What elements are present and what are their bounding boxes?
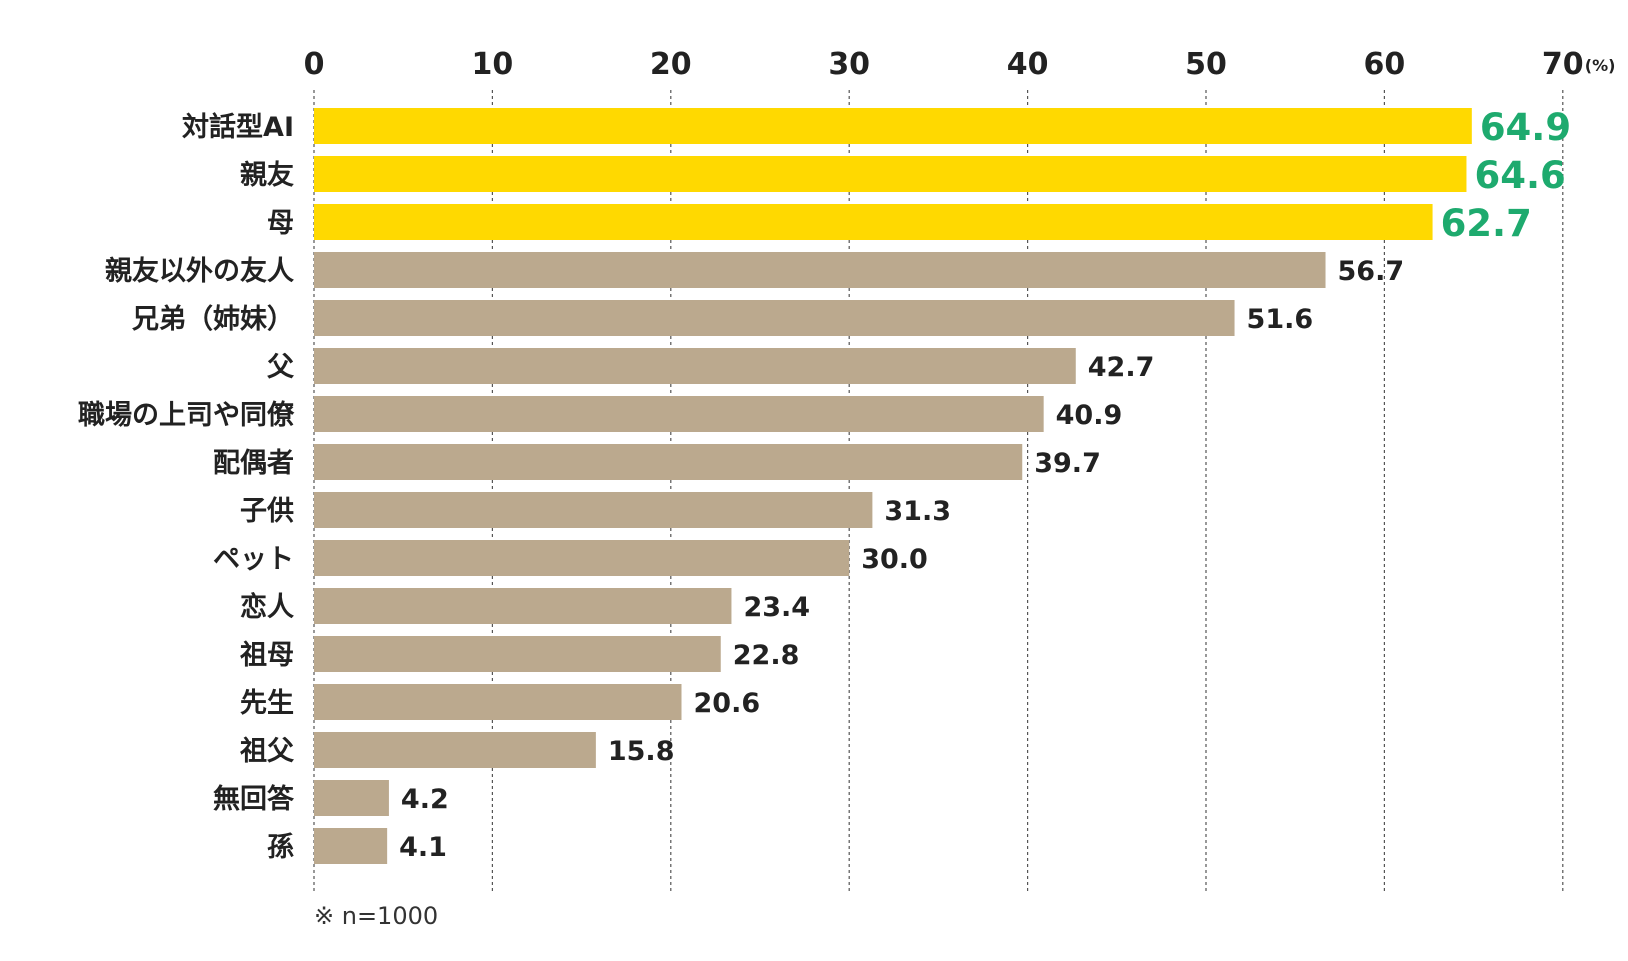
value-label: 64.6 bbox=[1474, 154, 1565, 197]
x-tick-label: 60 bbox=[1364, 47, 1406, 82]
x-tick-label: 30 bbox=[828, 47, 870, 82]
category-label: 無回答 bbox=[213, 783, 295, 815]
value-label: 15.8 bbox=[608, 736, 675, 767]
category-label: 職場の上司や同僚 bbox=[78, 400, 295, 431]
x-tick-label: 40 bbox=[1007, 47, 1049, 82]
bar bbox=[314, 444, 1023, 480]
bar bbox=[314, 588, 732, 624]
value-label: 23.4 bbox=[743, 592, 810, 623]
category-label: ペット bbox=[213, 544, 294, 575]
value-labels: 64.9 64.6 62.7 56.7 51.6 42.7 40.9 39.7 31.3 30.0… bbox=[399, 106, 1571, 863]
category-label: 祖母 bbox=[240, 640, 294, 671]
x-tick-label: 10 bbox=[472, 47, 514, 82]
bar bbox=[314, 828, 388, 864]
bar bbox=[314, 540, 850, 576]
category-label: 親友以外の友人 bbox=[105, 256, 294, 287]
value-label: 40.9 bbox=[1056, 400, 1123, 431]
axis-unit-label: (%) bbox=[1585, 56, 1616, 75]
category-label: 子供 bbox=[240, 496, 294, 527]
value-label: 4.2 bbox=[401, 784, 449, 815]
value-label: 30.0 bbox=[861, 544, 928, 575]
bar bbox=[314, 492, 873, 528]
x-tick-label: 70 bbox=[1542, 47, 1584, 82]
x-tick-label: 20 bbox=[650, 47, 692, 82]
bar bbox=[314, 732, 596, 768]
category-label: 配偶者 bbox=[213, 448, 294, 479]
value-label: 42.7 bbox=[1088, 352, 1155, 383]
category-label: 対話型AI bbox=[182, 111, 294, 143]
x-tick-label: 0 bbox=[304, 47, 325, 82]
category-label: 母 bbox=[267, 208, 294, 239]
value-label: 51.6 bbox=[1247, 304, 1314, 335]
value-label: 20.6 bbox=[694, 688, 761, 719]
value-label: 31.3 bbox=[884, 496, 951, 527]
category-label: 先生 bbox=[240, 688, 294, 719]
bar bbox=[314, 300, 1235, 336]
x-axis-ticks: 0 10 20 30 40 50 60 70 bbox=[304, 47, 1584, 82]
bar bbox=[314, 252, 1326, 288]
value-label: 39.7 bbox=[1034, 448, 1101, 479]
category-label: 兄弟（姉妹） bbox=[131, 304, 294, 335]
value-label: 56.7 bbox=[1338, 256, 1405, 287]
value-label: 62.7 bbox=[1441, 202, 1532, 245]
bar bbox=[314, 156, 1467, 192]
value-label: 22.8 bbox=[733, 640, 800, 671]
bar bbox=[314, 396, 1044, 432]
bar bbox=[314, 348, 1076, 384]
sample-size-note: ※ n=1000 bbox=[314, 902, 438, 930]
bar bbox=[314, 204, 1433, 240]
bar bbox=[314, 684, 682, 720]
category-label: 祖父 bbox=[240, 736, 295, 767]
category-label: 親友 bbox=[240, 160, 294, 191]
category-label: 恋人 bbox=[240, 591, 294, 623]
value-label: 4.1 bbox=[399, 832, 447, 863]
value-label: 64.9 bbox=[1480, 106, 1571, 149]
bar bbox=[314, 780, 389, 816]
bar bbox=[314, 636, 721, 672]
bar bbox=[314, 108, 1472, 144]
x-tick-label: 50 bbox=[1185, 47, 1227, 82]
bars bbox=[314, 108, 1472, 864]
category-label: 孫 bbox=[267, 831, 294, 863]
category-label: 父 bbox=[267, 352, 295, 383]
